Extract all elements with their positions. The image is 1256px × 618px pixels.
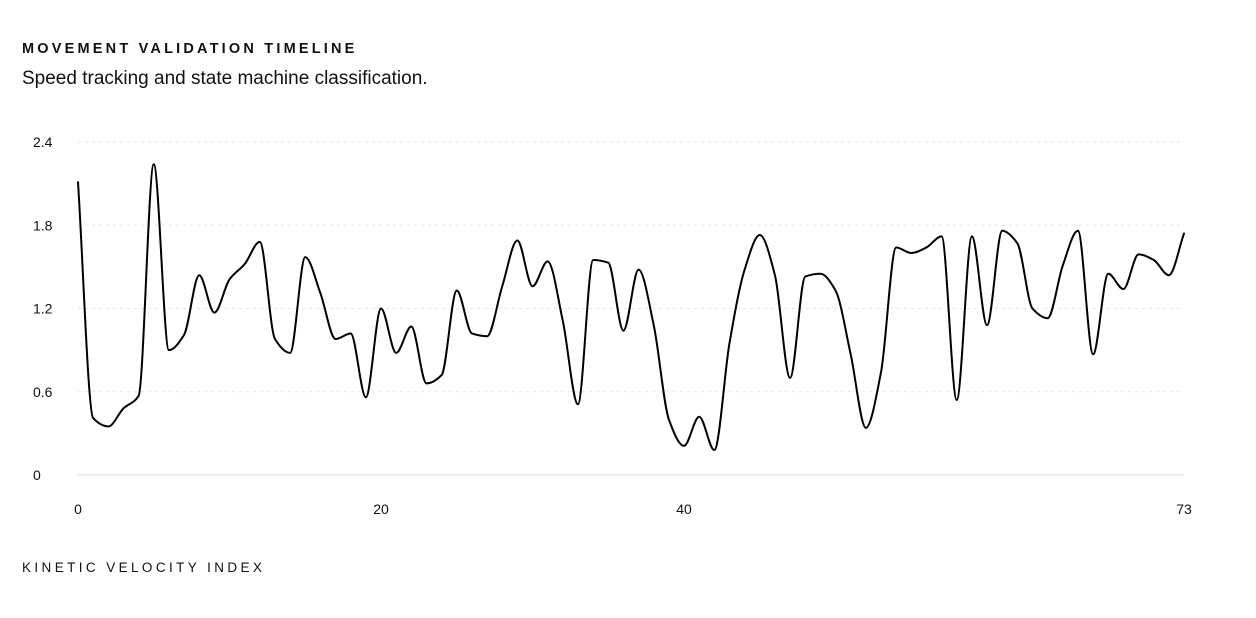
gridlines: [78, 141, 1184, 393]
x-tick-label: 0: [74, 501, 82, 517]
y-tick-label: 1.8: [33, 217, 53, 233]
y-axis-ticks: 0 0.6 1.2 1.8 2.4: [33, 134, 53, 483]
x-axis-ticks: 0 20 40 73: [74, 501, 1192, 517]
series-line: [77, 163, 1185, 452]
chart-title: MOVEMENT VALIDATION TIMELINE: [22, 41, 358, 57]
x-tick-label: 20: [373, 501, 389, 517]
y-tick-label: 0.6: [33, 384, 53, 400]
y-tick-label: 2.4: [33, 134, 53, 150]
chart-caption: KINETIC VELOCITY INDEX: [22, 560, 266, 575]
y-tick-label: 0: [33, 467, 41, 483]
x-tick-label: 40: [676, 501, 692, 517]
x-tick-label: 73: [1176, 501, 1192, 517]
y-tick-label: 1.2: [33, 301, 53, 317]
chart-subtitle: Speed tracking and state machine classif…: [22, 68, 428, 89]
